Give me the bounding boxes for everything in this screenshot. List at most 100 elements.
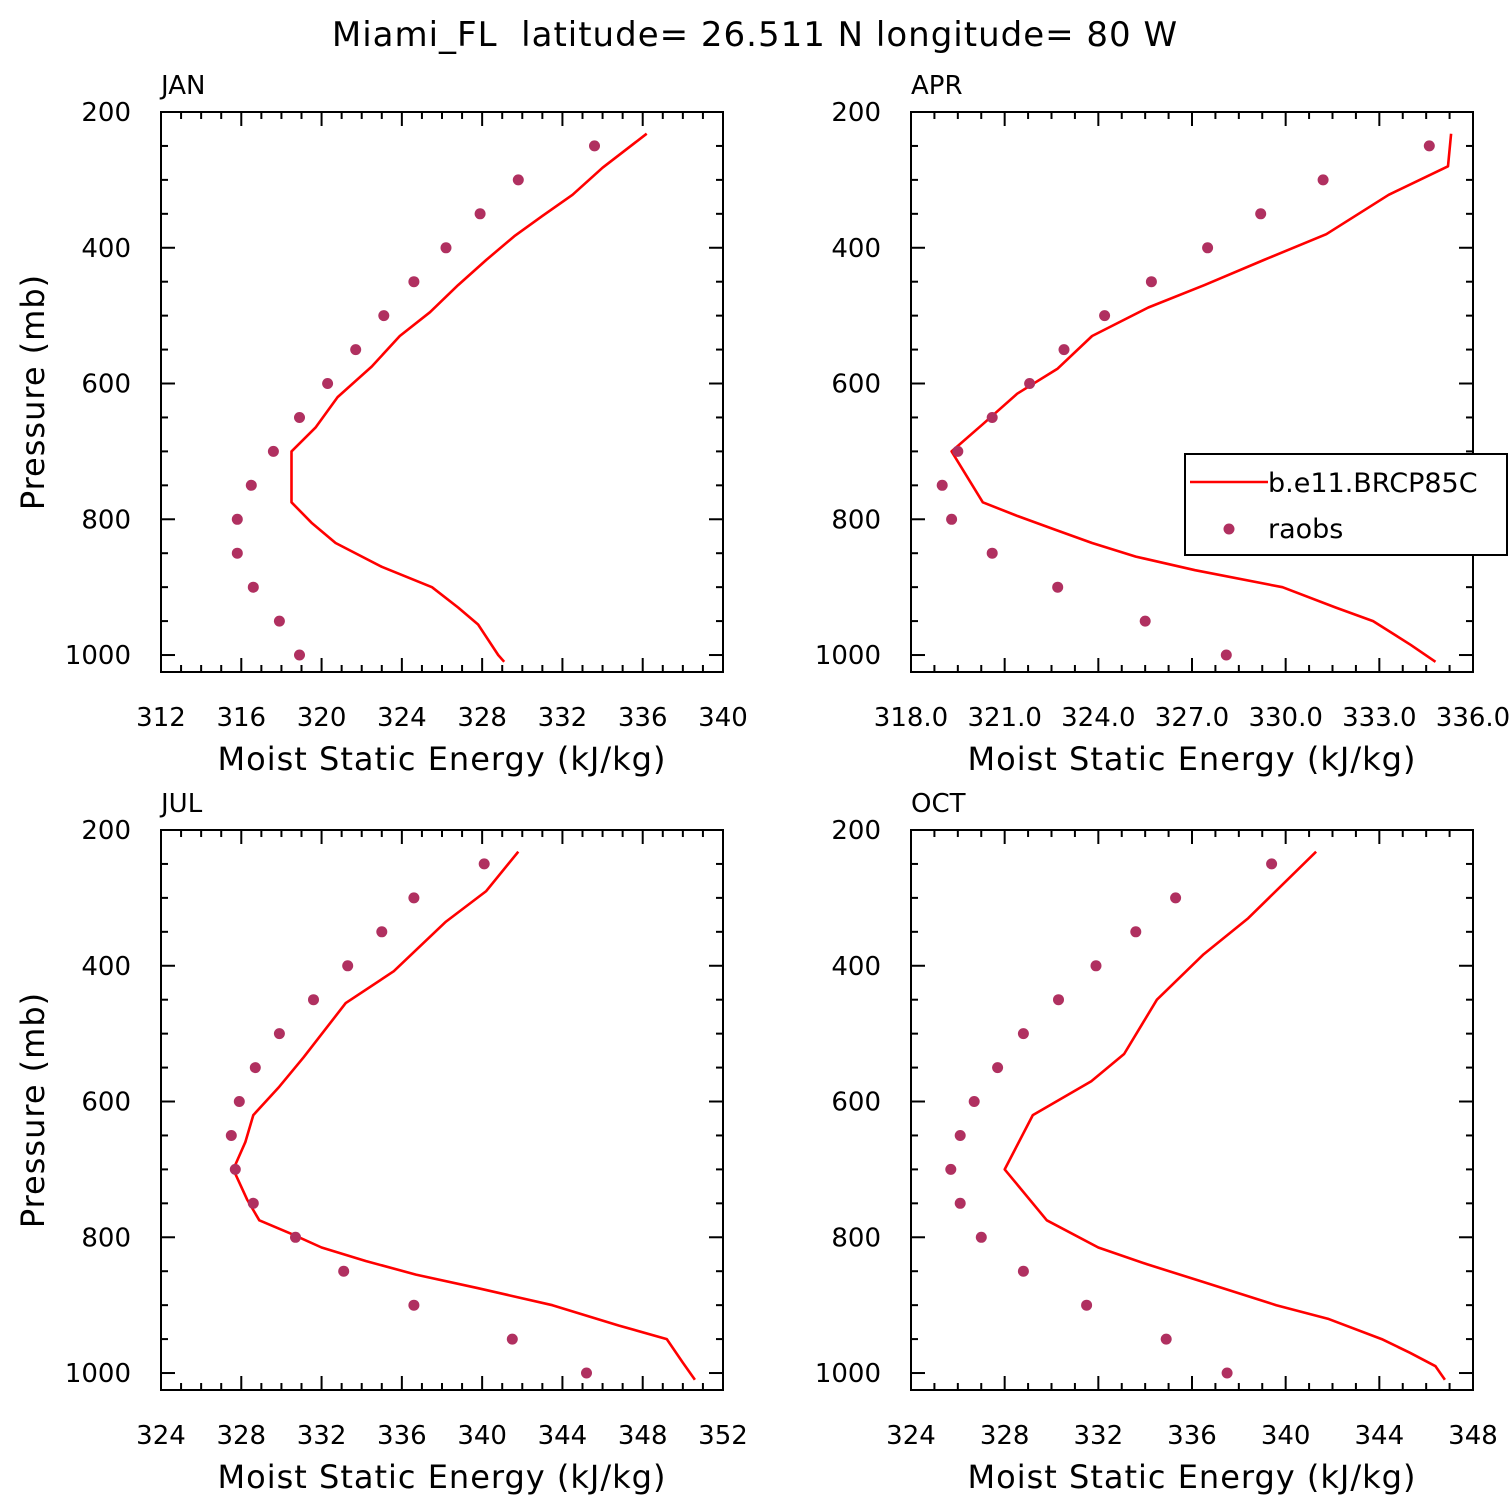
plot-frame xyxy=(160,111,724,673)
raobs-point xyxy=(945,1163,957,1175)
x-tick-label: 348 xyxy=(1448,1421,1498,1451)
raobs-point xyxy=(247,1197,259,1209)
y-tick-label: 1000 xyxy=(65,641,131,671)
x-tick-label: 340 xyxy=(698,703,748,733)
raobs-point xyxy=(1058,344,1070,356)
raobs-point xyxy=(946,513,958,525)
raobs-point xyxy=(1099,310,1111,322)
panel-oct: OCT 324 328 332 336 340 344 348 200 400 600 800 1000… xyxy=(815,789,1498,1496)
y-tick-label: 800 xyxy=(831,505,881,535)
y-tick-label: 400 xyxy=(81,234,131,264)
raobs-point xyxy=(506,1333,518,1345)
legend-label-model: b.e11.BRCP85C xyxy=(1268,468,1478,499)
series-line-model xyxy=(232,850,696,1381)
series-line-model xyxy=(290,132,648,663)
y-tick-label: 600 xyxy=(831,370,881,400)
x-axis-label: Moist Static Energy (kJ/kg) xyxy=(968,1458,1417,1496)
raobs-point xyxy=(581,1367,592,1379)
raobs-point xyxy=(1090,960,1102,972)
raobs-point xyxy=(1221,1367,1233,1379)
panel-jan: JAN 312 316 320 324 328 332 336 340 200 400 600 800 1… xyxy=(14,71,748,778)
x-tick-label: 312 xyxy=(136,703,186,733)
x-tick-label: 324 xyxy=(136,1421,186,1451)
x-tick-label: 328 xyxy=(457,703,507,733)
raobs-point xyxy=(954,1130,966,1141)
legend-label-raobs: raobs xyxy=(1268,514,1343,545)
panel-title: APR xyxy=(911,71,963,101)
y-tick-label: 800 xyxy=(81,1223,131,1253)
x-tick-label: 344 xyxy=(538,1421,588,1451)
raobs-point xyxy=(378,310,390,322)
x-tick-label: 336 xyxy=(618,703,668,733)
x-tick-label: 328 xyxy=(980,1421,1030,1451)
raobs-point xyxy=(267,445,279,457)
raobs-point xyxy=(1017,1265,1029,1277)
raobs-point xyxy=(225,1130,237,1141)
ticks xyxy=(910,111,1474,672)
raobs-point xyxy=(229,1163,241,1175)
series-points-raobs xyxy=(225,858,592,1379)
x-tick-label: 340 xyxy=(457,1421,507,1451)
raobs-point xyxy=(1145,276,1157,288)
x-tick-label: 327.0 xyxy=(1155,703,1229,733)
legend: b.e11.BRCP85C raobs xyxy=(1184,453,1508,556)
raobs-point xyxy=(249,1062,261,1074)
raobs-point xyxy=(233,1096,245,1107)
x-axis-label: Moist Static Energy (kJ/kg) xyxy=(218,740,667,778)
y-tick-label: 200 xyxy=(831,98,881,128)
x-tick-label: 352 xyxy=(698,1421,748,1451)
raobs-point xyxy=(376,926,388,938)
x-tick-label: 316 xyxy=(216,703,266,733)
panels: JAN 312 316 320 324 328 332 336 340 200 400 600 800 1… xyxy=(14,71,1510,1496)
panel-title: JAN xyxy=(159,71,205,101)
raobs-point xyxy=(1130,926,1142,938)
panel-title: OCT xyxy=(911,789,966,819)
raobs-point xyxy=(1017,1028,1029,1040)
y-tick-label: 400 xyxy=(81,952,131,982)
raobs-point xyxy=(986,547,998,559)
raobs-point xyxy=(1255,208,1267,220)
raobs-point xyxy=(1317,174,1329,186)
x-tick-label: 332 xyxy=(297,1421,347,1451)
raobs-point xyxy=(408,276,420,288)
x-tick-label: 324.0 xyxy=(1061,703,1135,733)
ticks xyxy=(910,829,1474,1390)
plot-frame xyxy=(160,829,724,1391)
x-tick-label: 344 xyxy=(1355,1421,1405,1451)
y-tick-label: 800 xyxy=(831,1223,881,1253)
raobs-point xyxy=(478,858,490,870)
raobs-point xyxy=(952,445,964,457)
raobs-point xyxy=(992,1062,1004,1074)
raobs-point xyxy=(968,1096,980,1107)
raobs-point xyxy=(322,378,334,389)
x-tick-label: 332 xyxy=(1074,1421,1124,1451)
raobs-point xyxy=(986,412,998,423)
raobs-point xyxy=(474,208,486,220)
plot-frame xyxy=(910,829,1474,1391)
raobs-point xyxy=(954,1197,966,1209)
y-tick-label: 1000 xyxy=(815,1359,881,1389)
raobs-point xyxy=(936,479,948,491)
x-axis-label: Moist Static Energy (kJ/kg) xyxy=(218,1458,667,1496)
panel-jul: JUL 324 328 332 336 340 344 348 352 200 400 600 800 1… xyxy=(14,789,748,1496)
y-tick-label: 200 xyxy=(81,816,131,846)
raobs-point xyxy=(294,412,305,423)
raobs-point xyxy=(408,892,420,904)
series-points-raobs xyxy=(231,140,600,661)
x-tick-label: 336 xyxy=(1167,1421,1217,1451)
x-tick-label: 340 xyxy=(1261,1421,1311,1451)
raobs-point xyxy=(1052,581,1064,593)
figure-title: Miami_FL latitude= 26.511 N longitude= 8… xyxy=(332,15,1178,55)
x-tick-label: 324 xyxy=(377,703,427,733)
raobs-point xyxy=(1081,1299,1093,1311)
raobs-point xyxy=(1053,994,1064,1006)
y-tick-label: 1000 xyxy=(65,1359,131,1389)
x-tick-label: 318.0 xyxy=(874,703,948,733)
series-points-raobs xyxy=(936,140,1435,661)
x-tick-label: 328 xyxy=(216,1421,266,1451)
y-tick-label: 600 xyxy=(831,1088,881,1118)
raobs-point xyxy=(247,581,259,593)
raobs-point xyxy=(1266,858,1278,870)
raobs-point xyxy=(290,1231,301,1243)
